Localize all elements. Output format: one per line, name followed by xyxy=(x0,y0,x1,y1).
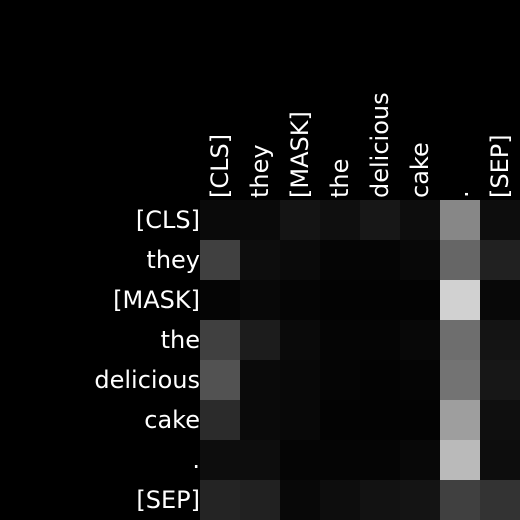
heatmap-cell-r7-c2 xyxy=(280,480,320,520)
heatmap-cell-r4-c4 xyxy=(360,360,400,400)
row-tick-label: [SEP] xyxy=(136,486,200,514)
column-tick-label: cake xyxy=(406,142,434,198)
heatmap-cell-r2-c0 xyxy=(200,280,240,320)
heatmap-cell-r1-c6 xyxy=(440,240,480,280)
heatmap-cell-r1-c7 xyxy=(480,240,520,280)
heatmap-cell-r5-c2 xyxy=(280,400,320,440)
heatmap-cell-r2-c5 xyxy=(400,280,440,320)
heatmap-cell-r5-c7 xyxy=(480,400,520,440)
heatmap-cell-r6-c2 xyxy=(280,440,320,480)
heatmap-cell-r2-c4 xyxy=(360,280,400,320)
heatmap-cell-r0-c4 xyxy=(360,200,400,240)
heatmap-cell-r6-c0 xyxy=(200,440,240,480)
heatmap-cell-r6-c7 xyxy=(480,440,520,480)
row-tick-label: cake xyxy=(144,406,200,434)
heatmap-cell-r3-c1 xyxy=(240,320,280,360)
heatmap-cell-r7-c5 xyxy=(400,480,440,520)
heatmap-cell-r2-c1 xyxy=(240,280,280,320)
heatmap-cell-r7-c3 xyxy=(320,480,360,520)
heatmap-cell-r5-c3 xyxy=(320,400,360,440)
column-tick-label: delicious xyxy=(366,92,394,198)
row-tick-label: delicious xyxy=(94,366,200,394)
heatmap-cell-r2-c3 xyxy=(320,280,360,320)
heatmap-cell-r7-c6 xyxy=(440,480,480,520)
heatmap-cell-r7-c7 xyxy=(480,480,520,520)
row-tick-labels: [CLS] they [MASK] the delicious cake. [SEP] xyxy=(94,206,200,514)
heatmap-cell-r6-c3 xyxy=(320,440,360,480)
column-tick-label: the xyxy=(326,159,354,198)
heatmap-cell-r4-c5 xyxy=(400,360,440,400)
heatmap-cell-r0-c5 xyxy=(400,200,440,240)
row-tick-label: they xyxy=(146,246,200,274)
heatmap-cells xyxy=(200,200,520,520)
heatmap-cell-r3-c2 xyxy=(280,320,320,360)
heatmap-cell-r1-c5 xyxy=(400,240,440,280)
column-tick-label: [SEP] xyxy=(486,134,514,198)
column-tick-labels: [CLS] they [MASK] the delicious cake. [SEP] xyxy=(206,92,514,198)
heatmap-cell-r7-c1 xyxy=(240,480,280,520)
heatmap-cell-r4-c3 xyxy=(320,360,360,400)
heatmap-cell-r5-c0 xyxy=(200,400,240,440)
heatmap-cell-r4-c7 xyxy=(480,360,520,400)
heatmap-cell-r5-c4 xyxy=(360,400,400,440)
heatmap-cell-r3-c7 xyxy=(480,320,520,360)
heatmap-cell-r3-c4 xyxy=(360,320,400,360)
heatmap-cell-r5-c1 xyxy=(240,400,280,440)
heatmap-cell-r0-c6 xyxy=(440,200,480,240)
heatmap-cell-r6-c5 xyxy=(400,440,440,480)
heatmap-cell-r3-c0 xyxy=(200,320,240,360)
column-tick-label: [MASK] xyxy=(286,111,314,198)
heatmap-cell-r0-c1 xyxy=(240,200,280,240)
heatmap-cell-r5-c6 xyxy=(440,400,480,440)
row-tick-label: . xyxy=(192,446,200,474)
heatmap-cell-r3-c6 xyxy=(440,320,480,360)
heatmap-cell-r0-c3 xyxy=(320,200,360,240)
heatmap-cell-r1-c2 xyxy=(280,240,320,280)
heatmap-cell-r7-c0 xyxy=(200,480,240,520)
row-tick-label: the xyxy=(161,326,200,354)
heatmap-cell-r4-c1 xyxy=(240,360,280,400)
heatmap-cell-r0-c0 xyxy=(200,200,240,240)
heatmap-cell-r4-c6 xyxy=(440,360,480,400)
heatmap-cell-r3-c3 xyxy=(320,320,360,360)
row-tick-label: [MASK] xyxy=(113,286,200,314)
heatmap-cell-r2-c7 xyxy=(480,280,520,320)
heatmap-cell-r1-c1 xyxy=(240,240,280,280)
heatmap-cell-r1-c4 xyxy=(360,240,400,280)
heatmap-cell-r2-c2 xyxy=(280,280,320,320)
heatmap-cell-r6-c1 xyxy=(240,440,280,480)
heatmap-cell-r0-c7 xyxy=(480,200,520,240)
column-tick-label: [CLS] xyxy=(206,134,234,198)
heatmap-cell-r6-c4 xyxy=(360,440,400,480)
heatmap-cell-r4-c2 xyxy=(280,360,320,400)
heatmap-cell-r4-c0 xyxy=(200,360,240,400)
heatmap-cell-r6-c6 xyxy=(440,440,480,480)
column-tick-label: they xyxy=(246,144,274,198)
heatmap-cell-r0-c2 xyxy=(280,200,320,240)
heatmap-cell-r7-c4 xyxy=(360,480,400,520)
heatmap-cell-r2-c6 xyxy=(440,280,480,320)
heatmap-cell-r1-c3 xyxy=(320,240,360,280)
heatmap-cell-r3-c5 xyxy=(400,320,440,360)
heatmap-cell-r5-c5 xyxy=(400,400,440,440)
column-tick-label: . xyxy=(446,190,474,198)
heatmap-cell-r1-c0 xyxy=(200,240,240,280)
row-tick-label: [CLS] xyxy=(136,206,200,234)
